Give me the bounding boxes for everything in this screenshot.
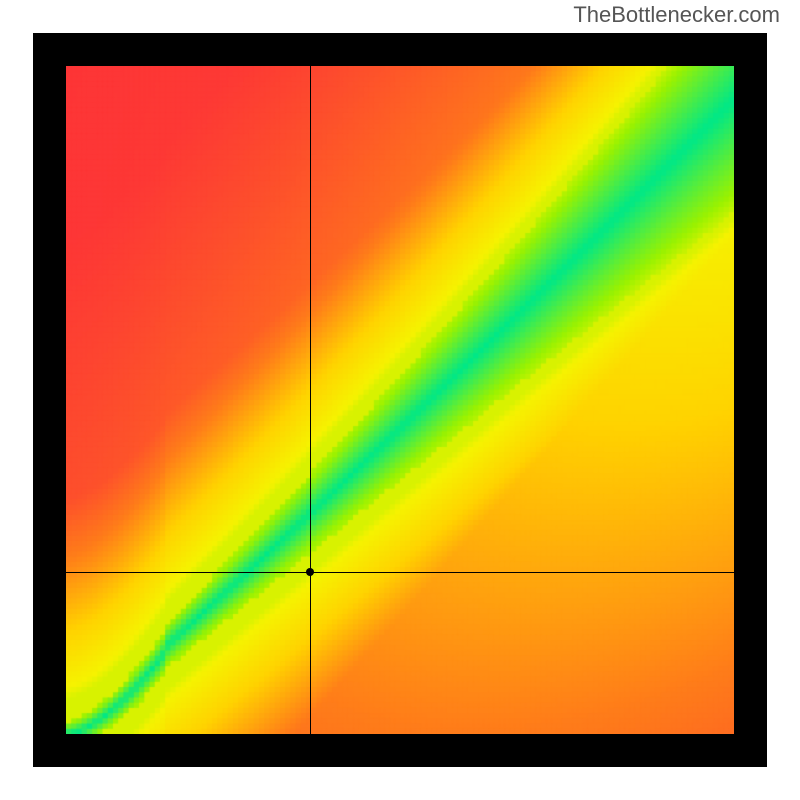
- marker-point: [306, 568, 314, 576]
- crosshair-horizontal: [66, 572, 734, 573]
- watermark-text: TheBottlenecker.com: [573, 2, 780, 28]
- chart-container: TheBottlenecker.com: [0, 0, 800, 800]
- crosshair-vertical: [310, 66, 311, 734]
- plot-frame: [33, 33, 767, 767]
- heatmap-canvas: [66, 66, 734, 734]
